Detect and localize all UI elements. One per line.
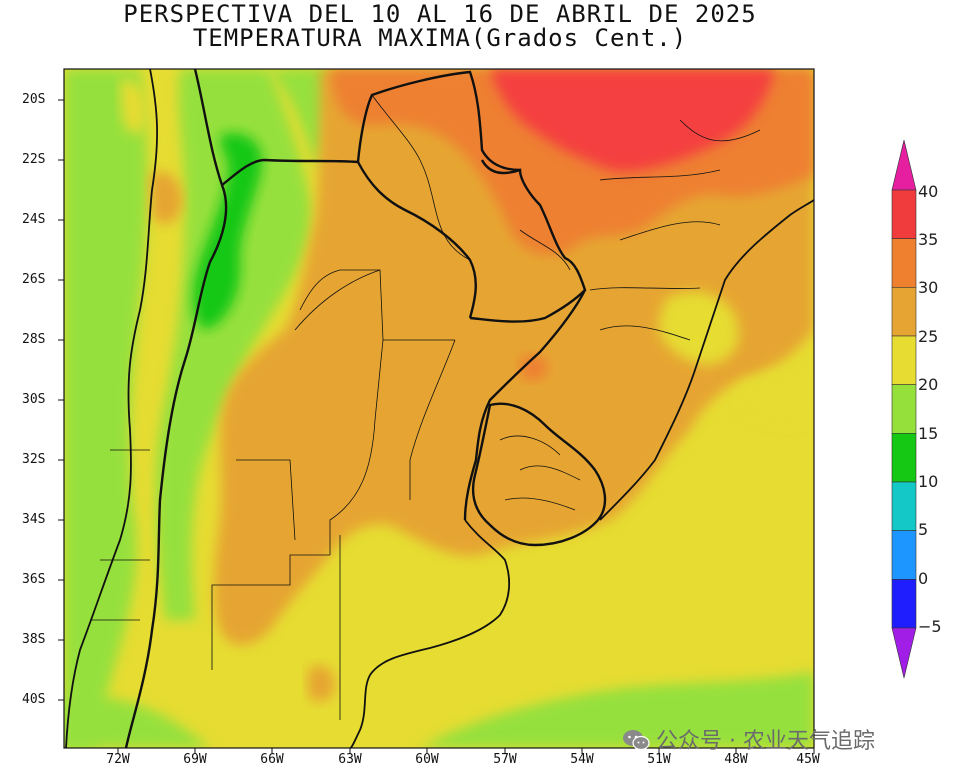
watermark: 公众号 · 农业天气追踪 bbox=[622, 723, 875, 755]
lat-tick-label: 30S bbox=[22, 392, 46, 407]
lon-tick-label: 63W bbox=[338, 752, 362, 767]
lon-tick-label: 66W bbox=[260, 752, 284, 767]
lat-tick-label: 20S bbox=[22, 92, 46, 107]
field-25-30-south bbox=[308, 665, 335, 702]
colorbar-label: 0 bbox=[918, 569, 929, 588]
page-title: PERSPECTIVA DEL 10 AL 16 DE ABRIL DE 202… bbox=[0, 2, 880, 50]
field-15-20-southwest bbox=[64, 697, 210, 748]
lon-tick-label: 57W bbox=[493, 752, 517, 767]
field-35-40 bbox=[490, 69, 775, 172]
colorbar-label: 5 bbox=[918, 520, 929, 539]
field-15-20-west bbox=[64, 69, 148, 748]
title-line-2: TEMPERATURA MAXIMA(Grados Cent.) bbox=[192, 24, 688, 52]
colorbar-label: 35 bbox=[918, 230, 939, 249]
colorbar-top-arrow bbox=[891, 140, 917, 191]
colorbar-label: 20 bbox=[918, 375, 939, 394]
colorbar-label: 15 bbox=[918, 424, 939, 443]
colorbar-label: 25 bbox=[918, 327, 939, 346]
lon-tick-label: 45W bbox=[796, 752, 820, 767]
field-15-20-andes bbox=[155, 69, 312, 620]
lon-tick-label: 60W bbox=[415, 752, 439, 767]
temperature-field bbox=[64, 69, 814, 748]
lon-tick-label: 51W bbox=[647, 752, 671, 767]
colorbar-cell bbox=[891, 335, 917, 385]
field-20-25-pocket bbox=[658, 291, 739, 365]
field-15-20-north bbox=[270, 69, 330, 170]
lat-tick-label: 22S bbox=[22, 152, 46, 167]
field-10-15-core bbox=[193, 133, 263, 330]
field-30-35-blob bbox=[520, 354, 548, 381]
lat-tick-label: 28S bbox=[22, 332, 46, 347]
field-20-25-chile bbox=[120, 79, 147, 134]
field-20-25-coast bbox=[740, 360, 814, 426]
colorbar-cell bbox=[891, 384, 917, 434]
colorbar-cell bbox=[891, 433, 917, 483]
watermark-text: 公众号 · 农业天气追踪 bbox=[656, 729, 875, 754]
chile-argentina-border bbox=[124, 69, 228, 748]
field-25-30-west bbox=[150, 171, 183, 224]
title-line-1: PERSPECTIVA DEL 10 AL 16 DE ABRIL DE 202… bbox=[123, 0, 757, 28]
lat-tick-label: 24S bbox=[22, 212, 46, 227]
lat-tick-label: 36S bbox=[22, 572, 46, 587]
colorbar-cell bbox=[891, 287, 917, 337]
colorbar bbox=[891, 140, 917, 679]
colorbar-label: 30 bbox=[918, 278, 939, 297]
lat-tick-label: 26S bbox=[22, 272, 46, 287]
brazil-atlantic-coast bbox=[599, 199, 814, 521]
lat-tick-label: 34S bbox=[22, 512, 46, 527]
lon-tick-label: 48W bbox=[724, 752, 748, 767]
lat-tick-label: 32S bbox=[22, 452, 46, 467]
pacific-coastline bbox=[65, 69, 158, 748]
colorbar-label: −5 bbox=[918, 617, 942, 636]
colorbar-cell bbox=[891, 189, 917, 239]
internal-borders bbox=[90, 94, 761, 720]
bolivia-brazil-border bbox=[356, 70, 521, 172]
plot-frame bbox=[63, 68, 815, 749]
colorbar-bottom-arrow bbox=[891, 627, 917, 679]
argentina-atlantic-coast bbox=[349, 519, 511, 748]
colorbar-cells bbox=[891, 189, 917, 629]
colorbar-cell bbox=[891, 530, 917, 580]
argentina-uruguay-border bbox=[463, 289, 587, 521]
axis-ticks bbox=[58, 99, 815, 754]
lat-tick-label: 38S bbox=[22, 632, 46, 647]
lon-tick-label: 54W bbox=[570, 752, 594, 767]
wechat-icon bbox=[623, 730, 650, 751]
colorbar-label: 10 bbox=[918, 472, 939, 491]
colorbar-cell bbox=[891, 238, 917, 288]
colorbar-cell bbox=[891, 481, 917, 531]
lat-tick-label: 40S bbox=[22, 692, 46, 707]
colorbar-cell bbox=[891, 579, 917, 629]
field-15-20-south bbox=[420, 672, 814, 748]
bolivia-border bbox=[221, 158, 477, 319]
paraguay-border bbox=[469, 159, 587, 323]
lon-tick-label: 72W bbox=[106, 752, 130, 767]
colorbar-label: 40 bbox=[918, 182, 939, 201]
map-borders bbox=[65, 69, 814, 748]
uruguay-border bbox=[471, 402, 607, 547]
lon-tick-label: 69W bbox=[183, 752, 207, 767]
